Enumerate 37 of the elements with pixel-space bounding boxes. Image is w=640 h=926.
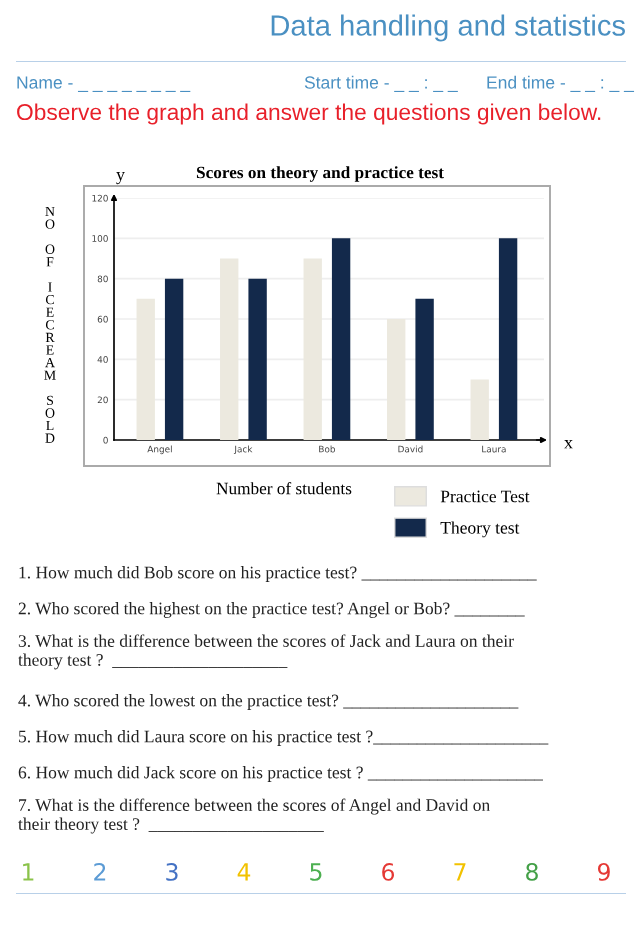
text: 4 <box>237 863 251 881</box>
text: 4. Who scored the lowest on the practice test? ____________________ <box>18 694 519 710</box>
text: End time - _ _ : _ _ <box>487 75 635 92</box>
text: 3. What is the difference between the scores of Jack and Laura on their theory test ? ____________________ <box>18 634 514 670</box>
text: 6. How much did Jack score on his practice test ? ____________________ <box>18 766 544 782</box>
text: 3 <box>166 862 178 881</box>
bar <box>331 238 351 440</box>
bar <box>498 238 518 440</box>
text: Observe the graph and answer the questions given below. <box>17 103 601 125</box>
bar <box>164 278 184 440</box>
bar <box>303 258 322 440</box>
text: 9 <box>597 862 610 881</box>
bar <box>470 379 489 440</box>
text: 1. How much did Bob score on his practice test? ____________________ <box>19 566 537 582</box>
text: 7. What is the difference between the scores of Angel and David on their theory test ? ____________________ <box>18 798 490 834</box>
text: 2. Who scored the highest on the practice test? Angel or Bob? ________ <box>18 602 525 618</box>
bar <box>387 319 406 440</box>
text: Start time - _ _ : _ _ <box>304 75 458 92</box>
text: 5. How much did Laura score on his practice test ?____________________ <box>19 730 549 746</box>
text: Name - _ _ _ _ _ _ _ _ <box>17 76 191 92</box>
text: x <box>564 440 573 449</box>
bar <box>220 258 239 440</box>
bar <box>248 278 267 440</box>
text: 5 <box>310 863 322 881</box>
chart-title: Scores on theory and practice test <box>196 166 444 182</box>
text: 6 <box>382 862 395 881</box>
bar <box>136 298 155 440</box>
text: Data handling and statistics <box>271 14 625 42</box>
text: 1 <box>23 863 34 881</box>
text: 7 <box>454 863 466 881</box>
text: y <box>116 172 125 185</box>
legend-label: Practice Test <box>440 490 530 503</box>
text: 8 <box>526 862 538 881</box>
bar <box>415 298 434 440</box>
x-axis-title: Number of students <box>216 482 352 495</box>
text: 2 <box>94 862 106 881</box>
legend-label: Theory test <box>440 521 520 538</box>
